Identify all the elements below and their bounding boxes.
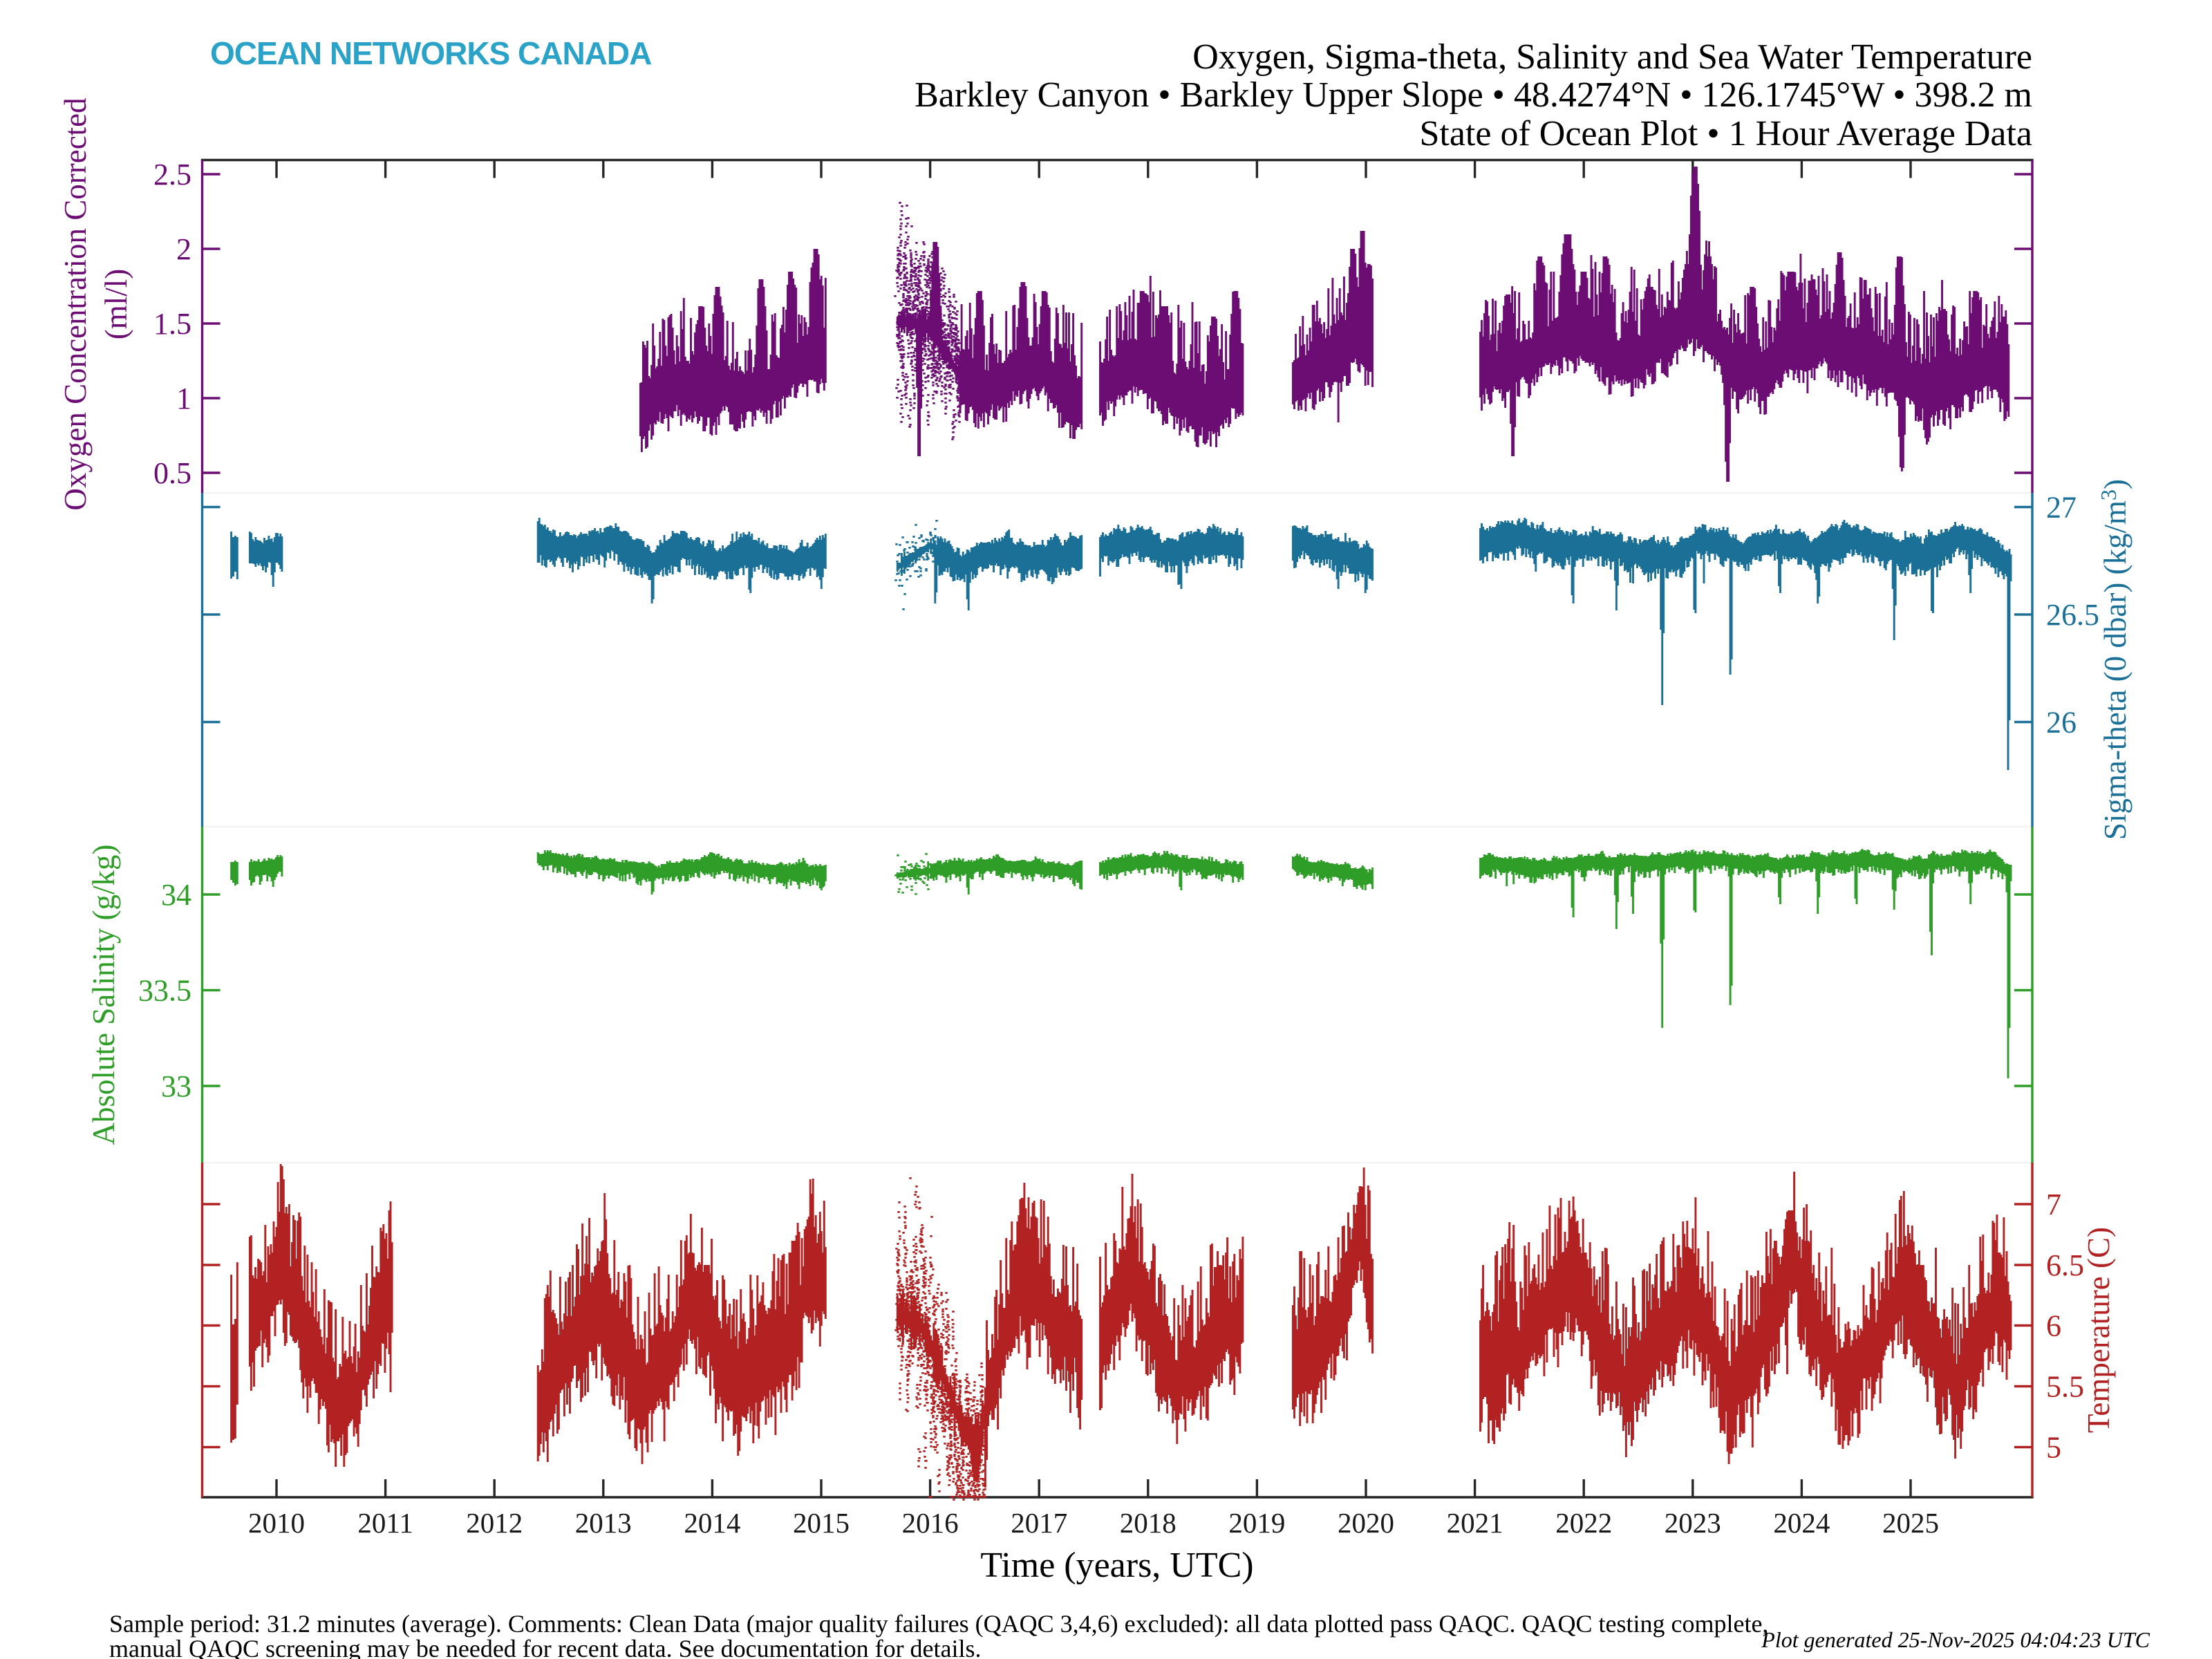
- svg-text:2011: 2011: [357, 1507, 413, 1539]
- svg-text:Plot generated 25-Nov-2025 04:: Plot generated 25-Nov-2025 04:04:23 UTC: [1761, 1627, 2150, 1652]
- svg-text:Sample period: 31.2 minutes (a: Sample period: 31.2 minutes (average). C…: [109, 1610, 1768, 1638]
- svg-text:2014: 2014: [684, 1507, 740, 1539]
- svg-text:manual QAQC screening may be n: manual QAQC screening may be needed for …: [109, 1635, 982, 1659]
- svg-text:1: 1: [176, 382, 191, 415]
- svg-text:26: 26: [2046, 706, 2077, 740]
- svg-text:5: 5: [2046, 1431, 2061, 1465]
- svg-text:2025: 2025: [1882, 1507, 1939, 1539]
- svg-text:6.5: 6.5: [2046, 1248, 2084, 1282]
- svg-text:Absolute Salinity (g/kg): Absolute Salinity (g/kg): [86, 845, 121, 1145]
- svg-text:2015: 2015: [793, 1507, 850, 1539]
- svg-text:Oxygen Concentration Corrected: Oxygen Concentration Corrected: [58, 97, 93, 510]
- svg-text:0.5: 0.5: [153, 456, 191, 490]
- svg-text:2016: 2016: [902, 1507, 959, 1539]
- svg-text:2021: 2021: [1447, 1507, 1503, 1539]
- svg-text:2020: 2020: [1338, 1507, 1394, 1539]
- svg-text:2: 2: [176, 232, 191, 266]
- svg-text:26.5: 26.5: [2046, 598, 2099, 632]
- svg-text:2019: 2019: [1228, 1507, 1285, 1539]
- svg-text:2.5: 2.5: [153, 158, 191, 191]
- svg-text:6: 6: [2046, 1309, 2061, 1343]
- svg-text:Barkley Canyon • Barkley Upper: Barkley Canyon • Barkley Upper Slope • 4…: [915, 75, 2032, 115]
- svg-text:2012: 2012: [466, 1507, 523, 1539]
- svg-text:Temperature (C): Temperature (C): [2081, 1227, 2116, 1433]
- svg-text:2023: 2023: [1665, 1507, 1721, 1539]
- svg-text:2013: 2013: [575, 1507, 632, 1539]
- svg-text:State of Ocean Plot • 1 Hour A: State of Ocean Plot • 1 Hour Average Dat…: [1419, 114, 2032, 153]
- svg-text:1.5: 1.5: [153, 307, 191, 341]
- svg-text:34: 34: [161, 878, 191, 912]
- svg-text:Sigma-theta (0 dbar) (kg/m3): Sigma-theta (0 dbar) (kg/m3): [2096, 479, 2133, 840]
- svg-text:2024: 2024: [1773, 1507, 1830, 1539]
- svg-text:7: 7: [2046, 1188, 2061, 1221]
- svg-text:33: 33: [161, 1069, 191, 1103]
- svg-text:33.5: 33.5: [138, 974, 191, 1008]
- svg-text:(ml/l): (ml/l): [99, 269, 133, 339]
- svg-text:5.5: 5.5: [2046, 1370, 2084, 1404]
- svg-text:2022: 2022: [1555, 1507, 1612, 1539]
- svg-text:2017: 2017: [1011, 1507, 1067, 1539]
- svg-text:OCEAN NETWORKS CANADA: OCEAN NETWORKS CANADA: [210, 35, 651, 71]
- svg-text:2010: 2010: [248, 1507, 305, 1539]
- svg-text:2018: 2018: [1120, 1507, 1177, 1539]
- svg-text:Oxygen, Sigma-theta, Salinity: Oxygen, Sigma-theta, Salinity and Sea Wa…: [1192, 37, 2032, 77]
- svg-text:27: 27: [2046, 491, 2077, 525]
- svg-text:Time (years, UTC): Time (years, UTC): [980, 1546, 1253, 1585]
